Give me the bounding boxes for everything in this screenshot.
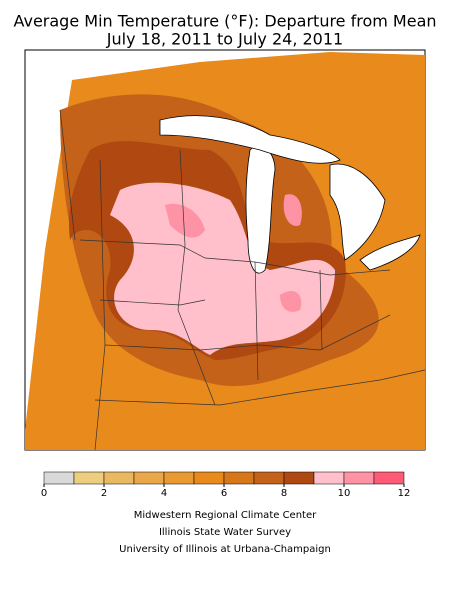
color-box [43,471,75,485]
tick-label: 4 [161,488,167,499]
region-10-11 [165,194,302,312]
map [24,49,426,451]
color-box [343,471,375,485]
title: Average Min Temperature (°F): Departure … [13,12,436,31]
color-box [193,471,225,485]
credit: Illinois State Water Survey [159,527,291,538]
lake-superior [159,115,341,164]
state-borders [59,109,426,451]
tick-label: 12 [398,488,411,499]
color-box [283,471,315,485]
color-box [313,471,345,485]
tick-label: 10 [338,488,351,499]
color-box [253,471,285,485]
color-box [373,471,405,485]
subtitle: July 18, 2011 to July 24, 2011 [106,30,343,49]
tick-label: 0 [41,488,47,499]
color-box [73,471,105,485]
region-9-10 [110,182,335,355]
color-box [103,471,135,485]
lake-huron [329,163,386,261]
tick-label: 2 [101,488,107,499]
color-box [223,471,255,485]
lake-michigan [245,145,276,274]
lake-erie [359,234,421,271]
color-box [163,471,195,485]
legend: 0 2 4 6 8 10 12 [41,471,411,499]
color-box [133,471,165,485]
tick-label: 8 [281,488,287,499]
credit: University of Illinois at Urbana-Champai… [119,544,331,555]
tick-label: 6 [221,488,227,499]
credit: Midwestern Regional Climate Center [134,510,317,521]
